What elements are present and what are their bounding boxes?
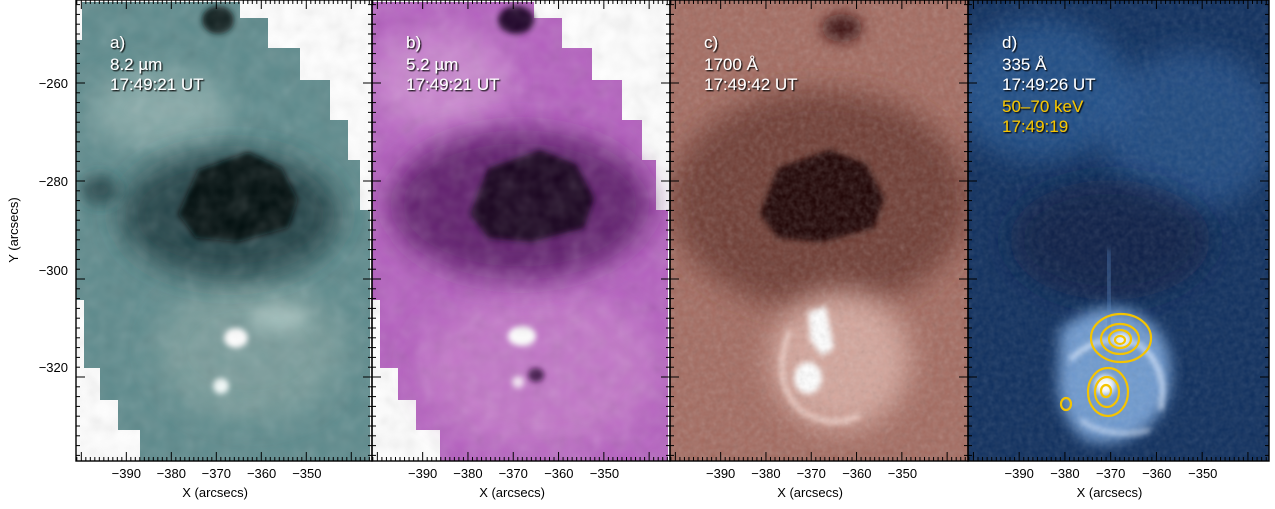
panel-d-label-line-1: d) bbox=[1002, 33, 1017, 52]
panel-c-x-tick-label: −390 bbox=[706, 466, 735, 481]
panel-a-label-line-3: 17:49:21 UT bbox=[110, 75, 204, 94]
contour-level-1 bbox=[1089, 312, 1153, 364]
y-tick-label: −300 bbox=[39, 263, 68, 278]
contour-level-6 bbox=[1093, 375, 1121, 409]
panel-c-label-line-1: c) bbox=[704, 33, 718, 52]
panel-b-x-tick-label: −370 bbox=[499, 466, 528, 481]
panel-b-x-axis-label: X (arcsecs) bbox=[479, 485, 545, 500]
contour-level-4 bbox=[1113, 334, 1127, 346]
panel-d-label-line-4: 50–70 keV bbox=[1002, 97, 1084, 116]
panel-c-x-tick-label: −370 bbox=[797, 466, 826, 481]
panel-b-x-tick-label: −350 bbox=[590, 466, 619, 481]
panel-d-x-tick-label: −390 bbox=[1005, 466, 1034, 481]
contour-level-7 bbox=[1099, 383, 1113, 399]
panel-a-image bbox=[76, 0, 372, 461]
y-axis-label: Y (arcsecs) bbox=[6, 197, 21, 263]
panel-a-label-line-2: 8.2 µm bbox=[110, 55, 162, 74]
panel-b-label-line-3: 17:49:21 UT bbox=[406, 75, 500, 94]
panel-b-x-tick-label: −380 bbox=[453, 466, 482, 481]
panel-a-x-tick-label: −370 bbox=[202, 466, 231, 481]
panel-c-image bbox=[670, 0, 968, 461]
panel-b-label-line-1: b) bbox=[406, 33, 421, 52]
panel-b-x-tick-label: −390 bbox=[408, 466, 437, 481]
hard-xray-contours bbox=[1059, 312, 1153, 418]
panel-d-ticks bbox=[968, 0, 1269, 461]
panel-c-x-axis-label: X (arcsecs) bbox=[777, 485, 843, 500]
panel-d-x-tick-label: −360 bbox=[1142, 466, 1171, 481]
panel-a-x-tick-label: −350 bbox=[292, 466, 321, 481]
panel-b-image bbox=[372, 0, 670, 461]
panel-b-label-line-2: 5.2 µm bbox=[406, 55, 458, 74]
y-tick-label: −280 bbox=[39, 174, 68, 189]
contour-level-3 bbox=[1107, 328, 1133, 350]
panel-c-label-line-3: 17:49:42 UT bbox=[704, 75, 798, 94]
panel-d-x-tick-label: −380 bbox=[1050, 466, 1079, 481]
panel-a-x-tick-label: −360 bbox=[247, 466, 276, 481]
contour-level-2 bbox=[1099, 322, 1141, 356]
contour-level-5 bbox=[1086, 366, 1130, 418]
y-tick-label: −260 bbox=[39, 76, 68, 91]
contour-level-8 bbox=[1059, 396, 1073, 412]
panel-c-x-tick-label: −360 bbox=[842, 466, 871, 481]
y-tick-label: −320 bbox=[39, 360, 68, 375]
panel-c-label-line-2: 1700 Å bbox=[704, 55, 759, 74]
panel-d-x-tick-label: −350 bbox=[1188, 466, 1217, 481]
panel-a-x-tick-label: −390 bbox=[112, 466, 141, 481]
panel-a-label-line-1: a) bbox=[110, 33, 125, 52]
panel-d-x-tick-label: −370 bbox=[1096, 466, 1125, 481]
panel-b-x-tick-label: −360 bbox=[544, 466, 573, 481]
panel-a-x-axis-label: X (arcsecs) bbox=[182, 485, 248, 500]
panel-d-label-line-3: 17:49:26 UT bbox=[1002, 75, 1096, 94]
panel-a-x-tick-label: −380 bbox=[157, 466, 186, 481]
panel-c-x-tick-label: −380 bbox=[751, 466, 780, 481]
panel-c-x-tick-label: −350 bbox=[888, 466, 917, 481]
panel-d-label-line-2: 335 Å bbox=[1002, 55, 1047, 74]
panel-d-x-axis-label: X (arcsecs) bbox=[1077, 485, 1143, 500]
panel-d-label-line-5: 17:49:19 bbox=[1002, 117, 1068, 136]
panel-d-image bbox=[968, 0, 1269, 461]
